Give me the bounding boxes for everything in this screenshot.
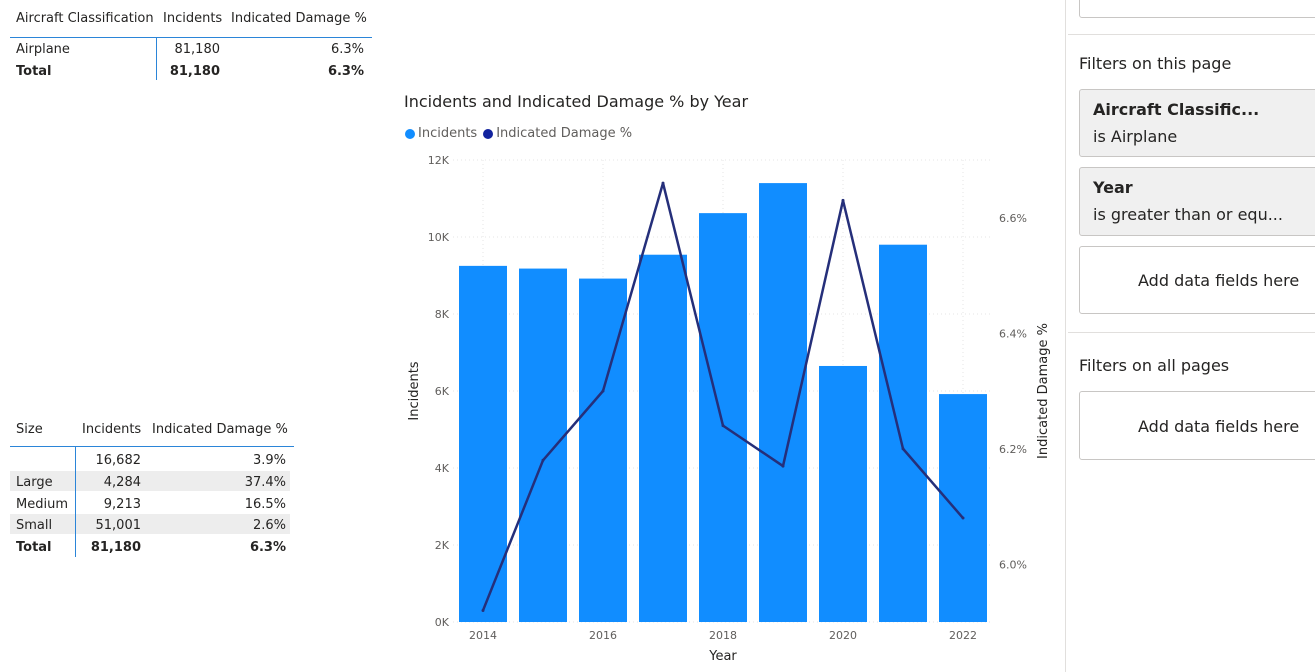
table-row-label[interactable]: Airplane (16, 42, 70, 57)
table-cell-damage[interactable]: 16.5% (244, 497, 286, 512)
column-header-incidents[interactable]: Incidents (82, 422, 142, 437)
incident-bars (459, 183, 987, 622)
bar-incidents-2014 (459, 265, 507, 622)
row-header-divider (75, 447, 76, 557)
filter-card-aircraft-classification[interactable]: Aircraft Classific... is Airplane (1079, 89, 1315, 157)
y2-tick-label: 6.2% (999, 443, 1027, 456)
point-damage-2016 (601, 389, 605, 393)
y-tick-label: 10K (428, 231, 450, 244)
table-cell-incidents[interactable]: 9,213 (103, 497, 141, 512)
filters-all-pages-heading: Filters on all pages (1079, 356, 1230, 375)
chart-title: Incidents and Indicated Damage % by Year (404, 92, 749, 111)
bar-incidents-2015 (519, 268, 567, 622)
point-damage-2019 (781, 464, 785, 468)
table-row-label[interactable]: Large (16, 475, 53, 490)
filter-search-box[interactable] (1079, 0, 1315, 18)
filter-title: Aircraft Classific... (1093, 100, 1260, 119)
header-divider (10, 446, 294, 447)
filters-this-page-heading: Filters on this page (1079, 54, 1232, 73)
table-cell-damage[interactable]: 2.6% (252, 518, 286, 533)
pane-separator (1068, 332, 1315, 333)
y-axis-title-left: Incidents (407, 361, 422, 420)
row-stripe (10, 514, 290, 534)
legend-item-damage[interactable]: Indicated Damage % (483, 126, 632, 141)
column-header-incidents[interactable]: Incidents (163, 11, 223, 26)
header-divider (10, 37, 372, 38)
legend-label-incidents: Incidents (418, 126, 478, 141)
column-header-damage[interactable]: Indicated Damage % (231, 11, 367, 26)
x-tick-label: 2022 (949, 629, 977, 642)
add-data-fields-all-pages[interactable]: Add data fields here (1079, 391, 1315, 460)
y-axis-title-right: Indicated Damage % (1036, 323, 1051, 459)
damage-line (481, 181, 965, 612)
point-damage-2018 (721, 424, 725, 428)
table-cell-damage[interactable]: 3.9% (252, 453, 286, 468)
chart-legend: Incidents Indicated Damage % (405, 126, 638, 141)
table-cell-incidents[interactable]: 16,682 (95, 453, 142, 468)
bar-incidents-2020 (819, 365, 867, 622)
axis-ticks: 0K 2K 4K 6K 8K 10K 12K 6.0% 6.2% 6.4% 6.6% 2014 2016… (428, 154, 1027, 642)
x-axis-title: Year (708, 649, 737, 664)
table-cell-damage[interactable]: 37.4% (244, 475, 286, 490)
legend-item-incidents[interactable]: Incidents (405, 126, 477, 141)
bar-incidents-2021 (879, 244, 927, 622)
bar-incidents-2019 (759, 183, 807, 622)
table-total-damage: 6.3% (249, 540, 286, 555)
point-damage-2022 (961, 516, 965, 520)
filter-condition: is greater than or equ... (1093, 205, 1283, 224)
point-damage-2017 (661, 181, 665, 185)
y-tick-label: 8K (435, 308, 450, 321)
row-header-divider (156, 38, 157, 80)
pane-separator (1068, 34, 1315, 35)
table-cell-incidents[interactable]: 81,180 (174, 42, 221, 57)
column-header-size[interactable]: Size (16, 422, 43, 437)
y2-tick-label: 6.6% (999, 212, 1027, 225)
x-tick-label: 2014 (469, 629, 497, 642)
table-total-damage: 6.3% (327, 64, 364, 79)
y2-tick-label: 6.0% (999, 558, 1027, 571)
legend-marker-damage (483, 128, 494, 139)
legend-marker-incidents (405, 128, 415, 139)
add-fields-label: Add data fields here (1138, 417, 1300, 436)
point-damage-2020 (841, 198, 845, 202)
filter-card-year[interactable]: Year is greater than or equ... (1079, 167, 1315, 236)
add-fields-label: Add data fields here (1138, 271, 1300, 290)
point-damage-2015 (541, 458, 545, 462)
bar-incidents-2022 (939, 394, 987, 622)
table-total-label: Total (16, 540, 52, 555)
table-total-incidents: 81,180 (90, 540, 141, 555)
table-total-incidents: 81,180 (169, 64, 220, 79)
row-stripe (10, 471, 290, 491)
y-tick-label: 12K (428, 154, 450, 167)
x-tick-label: 2020 (829, 629, 857, 642)
point-damage-2021 (901, 447, 905, 451)
y-tick-label: 6K (435, 385, 450, 398)
aircraft-classification-table: Aircraft Classification Incidents Indica… (10, 8, 372, 88)
filter-condition: is Airplane (1093, 127, 1178, 146)
size-table: Size Incidents Indicated Damage % 16,682… (10, 419, 294, 559)
point-damage-2014 (481, 608, 485, 612)
column-header-classification[interactable]: Aircraft Classification (16, 11, 154, 26)
x-tick-label: 2018 (709, 629, 737, 642)
table-total-label: Total (16, 64, 52, 79)
y-tick-label: 4K (435, 462, 450, 475)
bar-incidents-2017 (639, 254, 687, 622)
incidents-damage-chart: 0K 2K 4K 6K 8K 10K 12K 6.0% 6.2% 6.4% 6.6% 2014 2016… (407, 154, 1051, 664)
y-tick-label: 2K (435, 539, 450, 552)
y-tick-label: 0K (435, 616, 450, 629)
y2-tick-label: 6.4% (999, 327, 1027, 340)
table-row-label[interactable]: Small (16, 518, 53, 533)
filter-pane-border (1065, 0, 1066, 672)
table-cell-incidents[interactable]: 4,284 (103, 475, 141, 490)
filter-title: Year (1093, 178, 1133, 197)
bar-incidents-2018 (699, 213, 747, 622)
column-header-damage[interactable]: Indicated Damage % (152, 422, 288, 437)
table-cell-incidents[interactable]: 51,001 (95, 518, 142, 533)
x-tick-label: 2016 (589, 629, 617, 642)
table-row-label[interactable]: Medium (16, 497, 68, 512)
table-cell-damage[interactable]: 6.3% (330, 42, 364, 57)
legend-label-damage: Indicated Damage % (496, 126, 633, 141)
add-data-fields-page[interactable]: Add data fields here (1079, 246, 1315, 314)
